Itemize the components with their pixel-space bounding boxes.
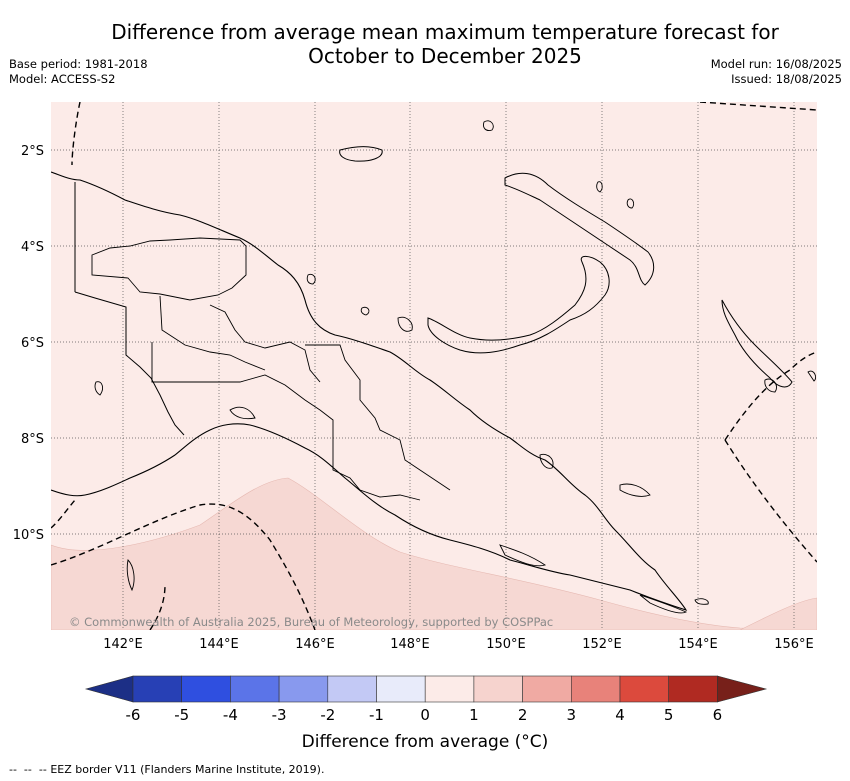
colorbar-tick-label: 0 bbox=[420, 706, 430, 724]
colorbar-extend-low bbox=[84, 675, 134, 703]
colorbar-tick-label: 6 bbox=[713, 706, 723, 724]
lat-label: 4°S bbox=[21, 240, 44, 255]
indonesia-png-border bbox=[74, 182, 185, 436]
copyright-text: © Commonwealth of Australia 2025, Bureau… bbox=[69, 615, 553, 629]
anomaly-band-warm bbox=[51, 477, 817, 630]
colorbar-tick-label: -4 bbox=[223, 706, 238, 724]
model-name: Model: ACCESS-S2 bbox=[9, 72, 116, 86]
eez-borders bbox=[51, 102, 817, 630]
anomaly-band-warm-east bbox=[739, 597, 817, 630]
lat-label: 8°S bbox=[21, 432, 44, 447]
eez-footnote-text: EEZ border V11 (Flanders Marine Institut… bbox=[50, 763, 325, 776]
colorbar-bin bbox=[376, 675, 426, 703]
meta-right: Model run: 16/08/2025 Issued: 18/08/2025 bbox=[711, 57, 842, 87]
issued-date: Issued: 18/08/2025 bbox=[731, 72, 842, 86]
colorbar-extend-high bbox=[717, 675, 768, 703]
manus-island bbox=[339, 146, 383, 162]
new-ireland-island bbox=[504, 172, 655, 286]
colorbar-bin bbox=[278, 675, 329, 703]
lon-label: 142°E bbox=[103, 637, 143, 652]
colorbar-tick-label: 1 bbox=[469, 706, 479, 724]
model-run: Model run: 16/08/2025 bbox=[710, 57, 842, 71]
colorbar-bin bbox=[181, 675, 231, 703]
colorbar-tick-label: 2 bbox=[518, 706, 528, 724]
colorbar-bin bbox=[668, 675, 718, 703]
new-guinea-coastline bbox=[51, 171, 688, 611]
latitude-labels: 2°S 4°S 6°S 8°S 10°S bbox=[13, 144, 44, 543]
colorbar-bin bbox=[327, 675, 377, 703]
province-boundaries bbox=[91, 237, 451, 501]
eez-line-sample: -- -- -- bbox=[9, 763, 51, 776]
colorbar-bin bbox=[522, 675, 572, 703]
colorbar-bin bbox=[132, 675, 183, 703]
title-line-1: Difference from average mean maximum tem… bbox=[111, 20, 779, 44]
colorbar-bin bbox=[473, 675, 523, 703]
colorbar-tick-label: -1 bbox=[369, 706, 384, 724]
colorbar-bin bbox=[619, 675, 670, 703]
colorbar-bin bbox=[424, 675, 475, 703]
map-title: Difference from average mean maximum tem… bbox=[60, 20, 830, 68]
colorbar-tick-label: -2 bbox=[320, 706, 335, 724]
colorbar-bin bbox=[230, 675, 280, 703]
base-period: Base period: 1981-2018 bbox=[9, 57, 148, 71]
small-islands bbox=[94, 120, 817, 614]
new-britain-island bbox=[427, 255, 610, 354]
colorbar-tick-label: 5 bbox=[664, 706, 674, 724]
colorbar-tick-label: -6 bbox=[126, 706, 141, 724]
lon-label: 152°E bbox=[582, 637, 622, 652]
colorbar: -6 -5 -4 -3 -2 -1 0 1 2 3 4 5 6 bbox=[84, 675, 768, 724]
colorbar-bin bbox=[570, 675, 621, 703]
meta-left: Base period: 1981-2018 Model: ACCESS-S2 bbox=[9, 57, 148, 87]
colorbar-tick-label: 3 bbox=[567, 706, 577, 724]
colorbar-tick-label: 4 bbox=[615, 706, 625, 724]
colorbar-title: Difference from average (°C) bbox=[301, 732, 549, 752]
lon-label: 156°E bbox=[774, 637, 814, 652]
title-line-2: October to December 2025 bbox=[308, 44, 582, 68]
lon-label: 144°E bbox=[199, 637, 239, 652]
colorbar-tick-label: -5 bbox=[174, 706, 189, 724]
lat-label: 2°S bbox=[21, 144, 44, 159]
lat-label: 6°S bbox=[21, 336, 44, 351]
lon-label: 150°E bbox=[486, 637, 526, 652]
colorbar-tick-label: -3 bbox=[272, 706, 287, 724]
lat-label: 10°S bbox=[13, 528, 44, 543]
legend-footnote: -- -- -- EEZ border V11 (Flanders Marine… bbox=[9, 763, 324, 776]
lon-label: 146°E bbox=[295, 637, 335, 652]
lon-label: 148°E bbox=[390, 637, 430, 652]
bougainville-island bbox=[721, 299, 793, 388]
lon-label: 154°E bbox=[678, 637, 718, 652]
longitude-labels: 142°E 144°E 146°E 148°E 150°E 152°E 154°… bbox=[103, 637, 814, 652]
